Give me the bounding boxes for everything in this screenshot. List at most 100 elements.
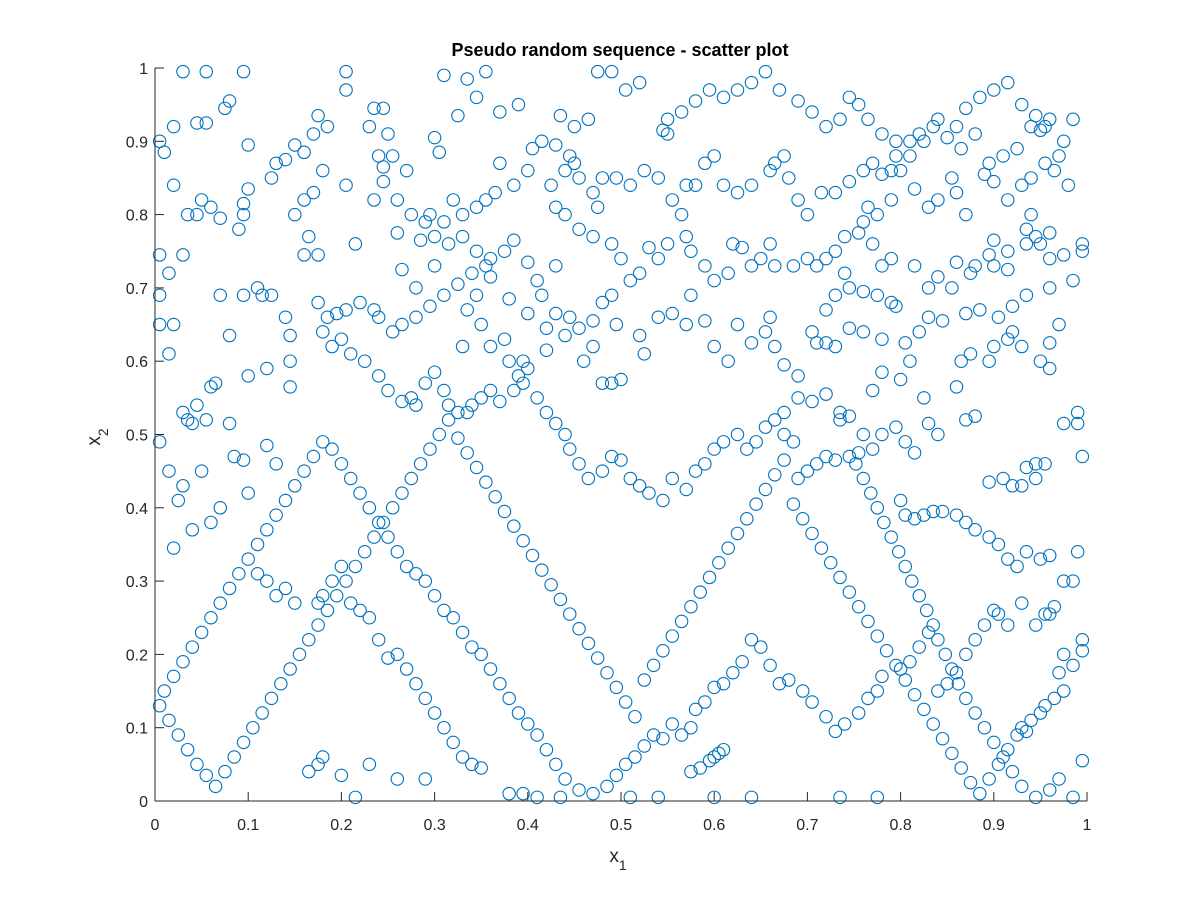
scatter-point-732 [316,589,330,603]
scatter-point-632 [656,643,670,658]
scatter-point-449 [800,464,815,478]
scatter-point-179 [1028,471,1043,486]
scatter-point-42 [241,369,255,383]
scatter-point-421 [530,391,544,405]
scatter-point-518 [716,676,731,691]
scatter-point-286 [665,193,680,207]
scatter-point-274 [549,200,563,215]
scatter-point-636 [693,585,707,599]
scatter-point-46 [297,193,311,207]
x-tick-label-6: 0.6 [703,817,725,834]
scatter-point-213 [828,288,843,302]
scatter-point-84 [460,72,474,86]
x-tick-label-10: 1 [1083,817,1092,834]
scatter-point-119 [604,376,619,390]
scatter-point-574 [185,640,200,654]
scatter-point-199 [963,266,978,280]
scatter-point-329 [987,174,1001,189]
scatter-point-116 [572,321,586,335]
scatter-point-612 [469,460,484,475]
scatter-point-482 [1052,665,1066,680]
y-axis-label: x2 [84,428,111,446]
scatter-point-160 [954,354,968,368]
scatter-point-477 [1066,574,1080,588]
scatter-point-546 [446,610,460,625]
scatter-point-380 [427,229,442,244]
scatter-point-137 [758,325,773,339]
scatter-point-180 [1005,479,1020,493]
scatter-point-531 [600,779,614,794]
scatter-point-486 [1038,607,1052,621]
y-tick-label-3: 0.3 [126,574,148,591]
scatter-point-353 [744,75,759,90]
scatter-point-49 [302,229,316,244]
scatter-point-248 [828,244,843,259]
scatter-point-227 [973,303,987,317]
scatter-point-409 [418,376,433,390]
scatter-point-334 [1047,163,1062,178]
scatter-point-64 [381,127,395,141]
scatter-point-53 [320,119,335,134]
scatter-point-491 [987,603,1001,618]
scatter-point-502 [875,669,889,684]
scatter-point-675 [1038,698,1052,713]
scatter-point-112 [521,361,535,376]
scatter-point-313 [973,90,987,105]
y-tick-label-9: 0.9 [126,134,148,151]
scatter-point-445 [768,413,782,427]
scatter-point-262 [684,244,698,259]
scatter-point-261 [698,259,712,273]
scatter-point-419 [507,383,521,398]
scatter-point-631 [646,658,661,673]
scatter-point-526 [646,728,661,742]
scatter-point-264 [660,237,675,251]
scatter-point-33 [208,376,223,390]
scatter-point-370 [562,149,577,163]
scatter-point-768 [702,753,717,768]
scatter-point-674 [1033,706,1048,720]
scatter-point-389 [409,310,423,324]
scatter-point-2 [157,145,172,160]
scatter-point-752 [530,790,544,805]
scatter-point-507 [828,724,843,739]
x-tick-label-3: 0.3 [423,817,445,834]
scatter-point-148 [842,409,857,423]
scatter-point-377 [455,207,470,222]
scatter-point-399 [316,325,330,339]
scatter-point-254 [763,237,777,251]
scatter-point-584 [208,779,223,794]
scatter-point-444 [758,420,773,434]
scatter-point-509 [805,695,819,709]
scatter-point-272 [572,222,586,237]
scatter-point-233 [959,207,973,222]
y-tick-label-2: 0.2 [126,647,148,664]
scatter-point-608 [432,427,447,442]
scatter-point-557 [343,471,358,486]
scatter-point-14 [241,182,255,196]
scatter-point-105 [455,339,470,354]
scatter-point-596 [320,603,335,618]
scatter-point-671 [1015,720,1029,735]
scatter-point-300 [800,207,815,222]
scatter-point-604 [395,486,409,500]
scatter-point-642 [749,497,763,511]
scatter-point-415 [465,398,479,412]
scatter-point-710 [199,413,214,427]
scatter-point-212 [837,266,852,280]
scatter-point-96 [535,288,549,302]
scatter-point-299 [791,193,805,207]
scatter-point-197 [987,233,1001,248]
scatter-point-50 [297,248,311,262]
scatter-point-289 [688,178,703,193]
scatter-point-19 [190,207,204,222]
y-axis-label-base: x [84,436,105,446]
scatter-point-475 [1042,548,1057,563]
scatter-point-92 [497,244,512,259]
scatter-point-24 [152,248,167,262]
scatter-point-525 [656,731,670,746]
scatter-point-249 [819,251,833,266]
scatter-point-737 [362,610,377,625]
scatter-point-78 [427,259,442,273]
scatter-point-325 [1010,141,1024,156]
scatter-point-714 [260,438,274,453]
